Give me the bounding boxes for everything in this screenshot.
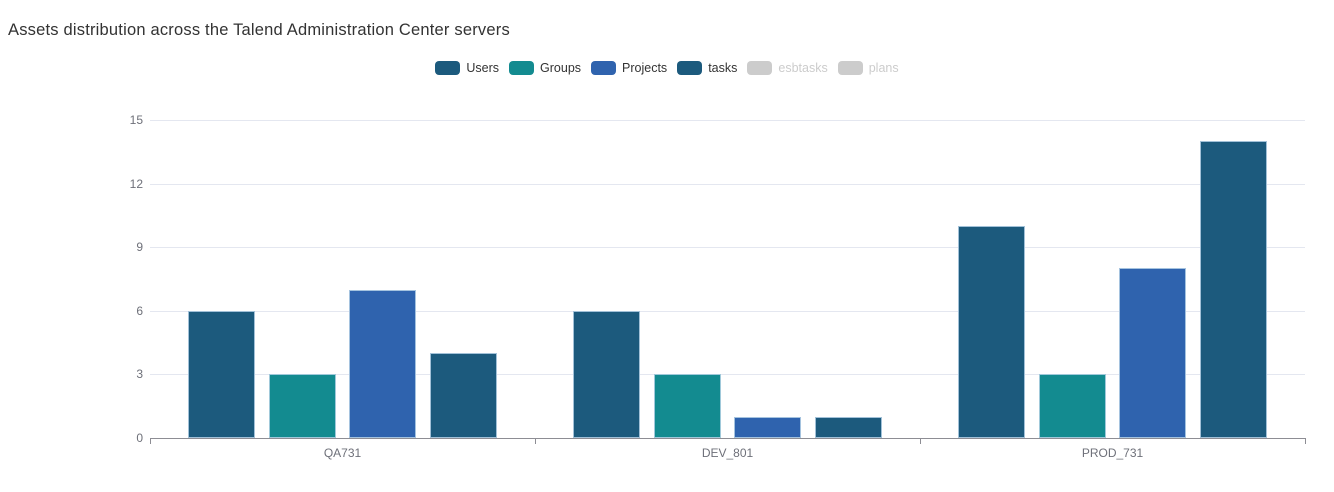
bar-tasks-qa731 [429, 353, 497, 438]
gridline [150, 310, 1305, 312]
gridline [150, 120, 1305, 121]
y-axis-label: 6 [136, 303, 143, 318]
legend-item-tasks[interactable]: tasks [677, 61, 737, 75]
y-axis-label: 3 [136, 367, 143, 382]
bar-projects-qa731 [349, 289, 417, 438]
y-axis-label: 12 [129, 176, 143, 191]
gridline [150, 247, 1305, 249]
legend-item-users[interactable]: Users [435, 61, 499, 75]
legend: Users Groups Projects tasks esbtasks plans [0, 61, 1334, 75]
legend-item-groups[interactable]: Groups [509, 61, 581, 75]
legend-label: tasks [708, 61, 738, 75]
legend-swatch-projects [591, 61, 617, 75]
bar-users-qa731 [188, 310, 256, 438]
legend-label: Users [466, 61, 500, 75]
x-axis-tick [150, 439, 151, 444]
bar-tasks-prod_731 [1199, 141, 1267, 438]
legend-label: Projects [622, 61, 668, 75]
y-axis-label: 15 [129, 113, 143, 127]
legend-item-projects[interactable]: Projects [591, 61, 667, 75]
x-axis-tick [1305, 439, 1306, 444]
x-axis-tick [535, 439, 536, 444]
legend-swatch-plans [837, 61, 863, 75]
chart-title: Assets distribution across the Talend Ad… [8, 21, 510, 39]
y-axis-label: 0 [136, 431, 143, 445]
legend-swatch-esbtasks [747, 61, 773, 75]
legend-item-plans[interactable]: plans [837, 61, 899, 75]
legend-swatch-groups [509, 61, 535, 75]
legend-swatch-users [435, 61, 461, 75]
bar-groups-qa731 [268, 374, 336, 438]
bar-projects-dev_801 [734, 416, 802, 438]
gridline [150, 374, 1305, 376]
gridline [150, 183, 1305, 185]
bar-users-dev_801 [573, 310, 641, 438]
x-axis-label-dev_801: DEV_801 [701, 446, 754, 460]
bar-users-prod_731 [958, 226, 1026, 438]
legend-label: plans [868, 61, 899, 75]
bar-groups-dev_801 [653, 374, 721, 438]
legend-swatch-tasks [677, 61, 703, 75]
bar-groups-prod_731 [1038, 374, 1106, 438]
x-axis-label-qa731: QA731 [323, 446, 362, 460]
x-axis-tick [920, 439, 921, 444]
x-axis-label-prod_731: PROD_731 [1081, 446, 1144, 460]
legend-label: esbtasks [778, 61, 828, 75]
x-axis-line [150, 438, 1306, 439]
legend-label: Groups [540, 61, 582, 75]
bar-projects-prod_731 [1119, 268, 1187, 438]
y-axis-label: 9 [136, 240, 143, 255]
bar-tasks-dev_801 [814, 416, 882, 438]
legend-item-esbtasks[interactable]: esbtasks [747, 61, 828, 75]
